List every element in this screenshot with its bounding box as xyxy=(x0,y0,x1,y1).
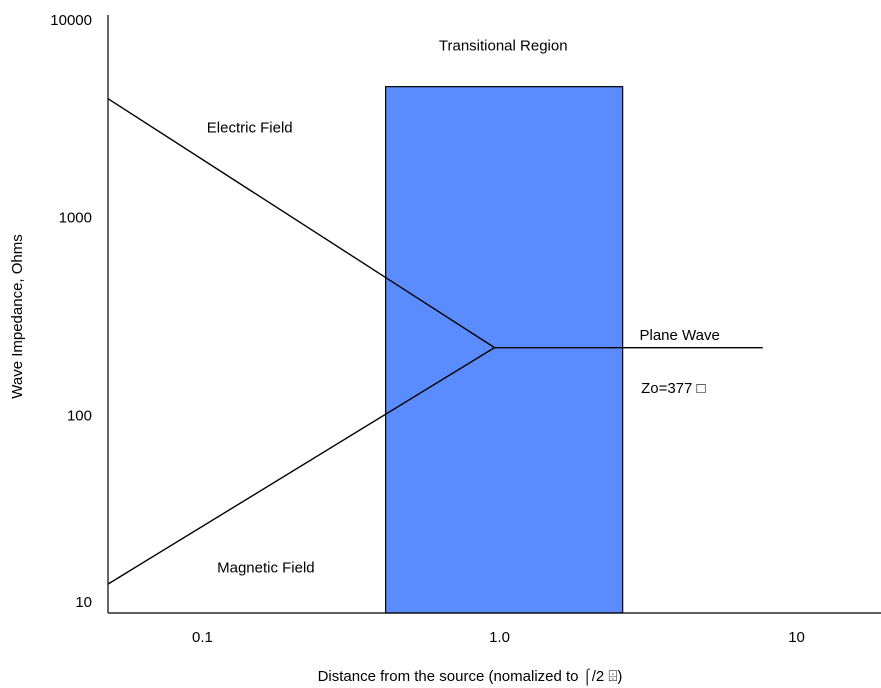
y-tick-label: 1000 xyxy=(59,210,92,227)
annotations: Electric Field Magnetic Field Plane Wave Zo… xyxy=(207,38,720,577)
x-tick-label: 1.0 xyxy=(489,629,510,646)
y-tick-label: 10000 xyxy=(50,12,92,29)
region-layer xyxy=(385,86,624,614)
x-axis-label: Distance from the source (nomalized to ⌠… xyxy=(318,668,623,686)
x-tick-labels: 0.1 1.0 10 xyxy=(192,629,805,646)
series-line-magnetic-field xyxy=(107,347,495,585)
transitional-region-0 xyxy=(385,86,624,614)
annotation-electric-field: Electric Field xyxy=(207,119,293,136)
series-line-electric-field xyxy=(107,98,495,349)
x-tick-label: 10 xyxy=(788,629,805,646)
annotation-zo-377: Zo=377 □ xyxy=(641,380,706,397)
y-tick-label: 100 xyxy=(67,407,92,424)
y-axis-label: Wave Impedance, Ohms xyxy=(9,234,26,399)
y-tick-labels: 10 100 1000 10000 xyxy=(50,12,92,611)
annotation-transitional-region: Transitional Region xyxy=(439,38,568,55)
annotation-magnetic-field: Magnetic Field xyxy=(217,560,315,577)
annotation-plane-wave: Plane Wave xyxy=(639,327,719,344)
x-tick-label: 0.1 xyxy=(192,629,213,646)
y-tick-label: 10 xyxy=(75,594,92,611)
series-layer xyxy=(107,98,763,585)
axes xyxy=(107,15,881,614)
